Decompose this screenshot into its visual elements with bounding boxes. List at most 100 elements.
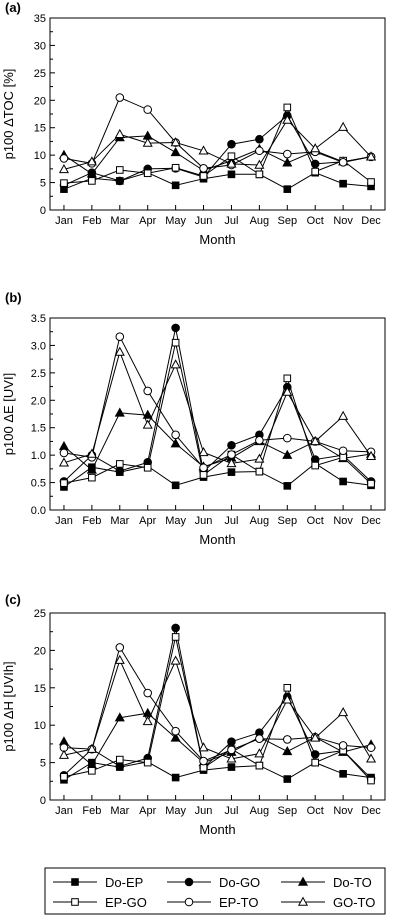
data-point — [143, 386, 153, 396]
data-point — [171, 323, 180, 333]
series-line — [63, 114, 372, 186]
series-line — [63, 106, 372, 184]
x-tick-label: May — [165, 215, 186, 227]
data-point — [171, 181, 180, 190]
x-tick-label: Feb — [82, 805, 101, 817]
data-point — [339, 477, 347, 486]
series-do-ep — [60, 168, 375, 193]
x-tick-label: Mar — [110, 805, 129, 817]
y-tick-label: 30 — [34, 40, 46, 52]
data-point — [171, 633, 180, 641]
x-tick-label: Jun — [195, 515, 213, 527]
plot-frame — [49, 612, 386, 801]
y-axis-label: p100 ΔTOC [%] — [1, 69, 16, 160]
y-tick-label: 0 — [40, 205, 46, 217]
data-point — [60, 773, 68, 781]
data-point — [365, 151, 377, 161]
data-point — [365, 450, 377, 460]
series-line — [63, 712, 372, 766]
data-point — [88, 767, 96, 775]
plot-frame — [49, 17, 386, 211]
data-point — [142, 419, 153, 429]
data-point — [227, 763, 236, 771]
data-point — [311, 167, 320, 176]
series-ep-to — [59, 332, 376, 473]
data-point — [282, 386, 293, 396]
data-point — [115, 332, 125, 341]
data-point — [283, 374, 292, 383]
data-point — [142, 716, 153, 726]
series-line — [63, 350, 372, 464]
x-tick-label: Nov — [333, 215, 353, 227]
data-point — [115, 755, 124, 764]
data-point — [255, 761, 264, 770]
legend-label: EP-GO — [105, 895, 147, 910]
y-tick-label: 1.5 — [31, 423, 46, 435]
series-line — [63, 462, 372, 488]
data-point — [199, 164, 208, 173]
data-point — [367, 479, 375, 488]
legend-label: Do-EP — [105, 875, 143, 890]
data-point — [338, 121, 349, 131]
x-tick-label: Jul — [224, 215, 238, 227]
series-ep-to — [59, 643, 376, 766]
y-tick-label: 25 — [34, 68, 46, 80]
data-point — [88, 473, 96, 482]
panel-label: (a) — [5, 0, 21, 15]
data-point — [198, 742, 209, 752]
series-line — [63, 327, 372, 482]
data-point — [171, 623, 180, 633]
x-tick-label: Sep — [278, 515, 298, 527]
data-point — [255, 146, 264, 156]
data-point — [227, 170, 236, 179]
series-line — [63, 172, 372, 190]
x-tick-label: Apr — [139, 515, 156, 527]
data-point — [143, 169, 152, 178]
data-point — [170, 359, 181, 369]
y-tick-label: 3.0 — [31, 340, 46, 352]
data-point — [227, 440, 236, 450]
data-point — [282, 433, 292, 443]
legend-label: GO-TO — [333, 895, 375, 910]
data-point — [226, 457, 237, 468]
data-point — [171, 726, 180, 736]
series-line — [63, 636, 372, 781]
data-point — [60, 179, 68, 187]
data-point — [365, 753, 377, 763]
data-point — [143, 463, 152, 472]
plot-frame — [49, 317, 386, 511]
data-point — [58, 440, 70, 451]
x-tick-label: Feb — [82, 515, 101, 527]
data-point — [171, 163, 180, 172]
chart-panel-1: 0 5 10 15 20 25 30 35 Jan Feb Mar Apr May Jun Jul Aug Se… — [1, 0, 386, 247]
data-point — [282, 694, 293, 704]
data-point — [366, 743, 376, 752]
data-point — [59, 154, 69, 163]
data-point — [310, 143, 321, 153]
y-tick-label: 20 — [34, 645, 46, 657]
data-point — [59, 448, 69, 458]
legend-item-do-go: Do-GO — [167, 875, 260, 890]
legend-marker — [71, 898, 79, 906]
data-point — [282, 114, 293, 124]
data-point — [170, 655, 181, 665]
data-point — [283, 185, 292, 193]
data-point — [114, 407, 125, 417]
data-point — [254, 453, 265, 463]
data-point — [255, 436, 264, 445]
series-do-ep — [60, 758, 375, 784]
y-tick-label: 1.0 — [31, 450, 46, 462]
data-point — [115, 466, 125, 476]
y-tick-label: 25 — [34, 608, 46, 620]
data-point — [143, 105, 153, 114]
x-tick-label: Apr — [139, 805, 156, 817]
legend-marker — [184, 897, 194, 907]
series-line — [63, 412, 372, 471]
data-point — [227, 745, 236, 755]
x-axis-label: Month — [199, 232, 235, 247]
x-tick-label: Aug — [250, 515, 270, 527]
x-tick-label: Jan — [55, 805, 73, 817]
data-point — [282, 157, 293, 167]
data-point — [227, 139, 236, 149]
data-point — [114, 654, 125, 664]
